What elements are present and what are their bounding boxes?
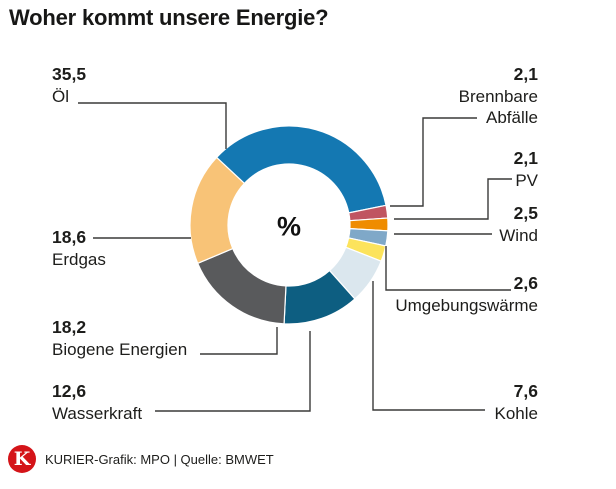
- credit-text: KURIER-Grafik: MPO | Quelle: BMWET: [45, 451, 274, 467]
- label-wasserkraft: 12,6 Wasserkraft: [52, 381, 142, 424]
- label-oel: 35,5 Öl: [52, 64, 86, 107]
- label-erdgas: 18,6 Erdgas: [52, 227, 106, 270]
- chart-title: Woher kommt unsere Energie?: [9, 5, 329, 30]
- footer: K KURIER-Grafik: MPO | Quelle: BMWET: [8, 445, 274, 473]
- donut-segment-oel: [215, 125, 387, 214]
- label-pv-value: 2,1: [513, 148, 538, 168]
- label-pv: 2,1 PV: [514, 148, 538, 191]
- label-umgebungswaerme: 2,6 Umgebungswärme: [395, 273, 538, 316]
- label-wasserkraft-name: Wasserkraft: [52, 403, 143, 423]
- donut-segment-erdgas: [189, 156, 246, 265]
- label-pv-name: PV: [515, 170, 538, 190]
- leader-pv: [394, 178, 512, 220]
- label-biogene-energien-name: Biogene Energien: [52, 339, 188, 359]
- leader-wasserkraft: [155, 331, 311, 412]
- label-erdgas-value: 18,6: [52, 227, 87, 247]
- label-brennbare-abfaelle-name: Brennbare Abfälle: [458, 86, 538, 128]
- label-wasserkraft-value: 12,6: [52, 381, 87, 401]
- label-wind-value: 2,5: [513, 203, 538, 223]
- label-biogene-energien-value: 18,2: [52, 317, 87, 337]
- label-wind-name: Wind: [499, 225, 538, 245]
- leader-lines: [78, 102, 512, 412]
- label-kohle: 7,6 Kohle: [495, 381, 538, 424]
- label-biogene-energien: 18,2 Biogene Energien: [52, 317, 187, 360]
- leader-umgebungswaerme: [385, 246, 511, 291]
- kurier-logo: K: [8, 445, 36, 473]
- label-umgebungswaerme-name: Umgebungswärme: [395, 295, 538, 315]
- label-erdgas-name: Erdgas: [52, 249, 106, 269]
- label-wind: 2,5 Wind: [499, 203, 538, 246]
- donut-segments: [189, 125, 389, 325]
- label-kohle-value: 7,6: [513, 381, 538, 401]
- label-brennbare-abfaelle-value: 2,1: [513, 64, 538, 84]
- leader-brennbare-abfaelle: [390, 117, 477, 207]
- label-umgebungswaerme-value: 2,6: [513, 273, 538, 293]
- donut-center-label: %: [276, 211, 302, 242]
- kurier-logo-letter: K: [13, 447, 31, 470]
- label-kohle-name: Kohle: [494, 403, 538, 423]
- leader-oel: [78, 102, 227, 149]
- leader-kohle: [372, 281, 485, 411]
- label-oel-value: 35,5: [52, 64, 87, 84]
- label-oel-name: Öl: [52, 86, 69, 106]
- leader-biogene-energien: [200, 327, 278, 355]
- donut-segment-biogene-energien: [196, 247, 287, 325]
- label-brennbare-abfaelle: 2,1 Brennbare Abfälle: [450, 64, 538, 129]
